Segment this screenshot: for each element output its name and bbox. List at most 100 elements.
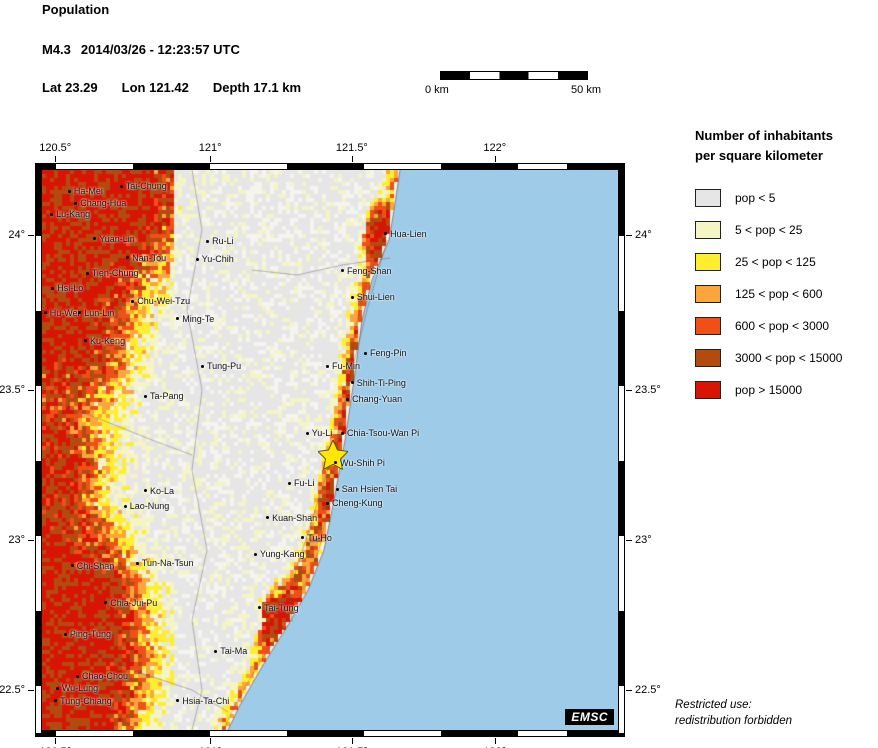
city-label-ming-te: Ming-Te [176, 314, 214, 324]
tick-mark [55, 738, 57, 744]
legend-label: pop < 5 [735, 191, 776, 205]
city-dot [266, 516, 270, 520]
event-datetime: 2014/03/26 - 12:23:57 UTC [80, 42, 240, 57]
city-dot [195, 257, 199, 261]
lat-tick-label: 22.5° [635, 684, 661, 697]
lon-tick-label: 122° [483, 142, 507, 154]
city-dot [104, 601, 108, 605]
city-dot [119, 184, 123, 188]
city-name: Wu-Lung [61, 683, 99, 693]
city-name: Tai-Ma [220, 646, 248, 657]
city-dot [335, 487, 339, 491]
city-dot [51, 286, 55, 290]
legend-item: 125 < pop < 600 [695, 285, 878, 303]
city-name: Tien-Chung [91, 268, 139, 279]
city-dot [131, 299, 135, 303]
city-name: Kuan-Shan [272, 512, 318, 523]
city-name: Ku-Keng [90, 335, 126, 346]
tick-mark [351, 738, 353, 744]
city-dot [55, 686, 59, 690]
event-longitude: Lon 121.42 [121, 80, 189, 95]
city-label-tung-pu: Tung-Pu [200, 361, 241, 371]
city-label-cheng-kung: Cheng-Kung [325, 498, 383, 508]
city-name: Chu-Wei-Tzu [137, 296, 191, 307]
legend-item: 5 < pop < 25 [695, 221, 878, 239]
city-dot [346, 397, 350, 401]
city-name: Tai-Chung [125, 181, 167, 192]
city-label-tu-ho: Tu-Ho [301, 533, 332, 543]
city-label-lun-lin: Lun-Lin [78, 308, 114, 318]
city-dot [200, 364, 204, 368]
city-name: Nan-Tou [132, 252, 167, 263]
map-scale-bar [440, 71, 588, 80]
map-scale-labels: 0 km 50 km [425, 84, 601, 96]
legend-swatch [695, 221, 721, 239]
map-frame-right [618, 163, 625, 737]
city-label-yu-chih: Yu-Chih [195, 254, 234, 264]
city-label-yung-kang: Yung-Kang [253, 549, 305, 560]
population-legend: Number of inhabitants per square kilomet… [695, 126, 878, 399]
city-dot [253, 552, 257, 556]
tick-mark [28, 540, 34, 542]
city-name: Ta-Pang [149, 391, 184, 402]
tick-mark [494, 738, 496, 744]
city-label-san-hsien-tai: San Hsien Tai [335, 484, 398, 495]
legend-label: 3000 < pop < 15000 [735, 351, 843, 365]
city-dot [78, 311, 82, 315]
lon-tick-label: 121.5° [336, 746, 368, 748]
legend-swatch [695, 349, 721, 367]
lon-tick-label: 121.5° [335, 142, 368, 154]
legend-item: pop < 5 [695, 189, 878, 207]
city-name: Tu-Ho [307, 532, 332, 543]
city-name: Chi-Shan [76, 560, 115, 571]
lat-tick-label: 23.5° [635, 384, 661, 397]
city-label-hu-wei: Hu-Wei [43, 308, 80, 318]
city-name: Yung-Kang [259, 549, 305, 560]
city-dot [74, 201, 78, 205]
tick-mark [626, 390, 632, 392]
page-title: Population [42, 2, 110, 17]
city-label-shui-lien: Shui-Lien [350, 292, 395, 302]
city-name: Chao-Chou [81, 671, 128, 682]
city-label-tai-chung: Tai-Chung [119, 181, 167, 192]
city-name: Hsia-Ta-Chi [182, 695, 230, 706]
lon-tick-label: 121° [198, 142, 222, 154]
city-label-feng-pin: Feng-Pin [363, 348, 407, 358]
city-name: Tai-Tung [264, 602, 299, 613]
city-name: Ha-Mei [73, 186, 103, 197]
city-label-lao-nung: Lao-Nung [123, 501, 169, 511]
city-dot [135, 561, 139, 565]
lat-tick-label: 23.5° [0, 384, 25, 397]
legend-label: pop > 15000 [735, 383, 803, 397]
city-name: San Hsien Tai [341, 484, 398, 495]
legend-item: pop > 15000 [695, 381, 878, 399]
city-label-shih-ti-ping: Shih-Ti-Ping [350, 378, 406, 388]
legend-swatch [695, 285, 721, 303]
map-frame-bottom [35, 730, 625, 737]
legend-label: 5 < pop < 25 [735, 223, 803, 237]
city-label-ku-keng: Ku-Keng [84, 336, 125, 346]
city-name: Chang-Hua [80, 198, 127, 209]
map-frame-left [35, 163, 42, 737]
emsc-credit-badge: EMSC [565, 709, 614, 725]
city-dot [67, 189, 71, 193]
lat-tick-label: 23° [8, 534, 25, 547]
city-label-hsia-ta-chi: Hsia-Ta-Chi [176, 696, 229, 706]
legend-item: 3000 < pop < 15000 [695, 349, 878, 367]
city-name: Ru-Li [212, 236, 234, 247]
city-label-fu-li: Fu-Li [287, 478, 314, 488]
city-label-chang-yuan: Chang-Yuan [346, 394, 402, 404]
city-dot [206, 239, 210, 243]
city-dot [143, 394, 147, 398]
city-name: Lu-Kang [56, 209, 91, 220]
tick-mark [28, 690, 34, 692]
lat-tick-label: 24° [635, 228, 652, 241]
legend-items: pop < 5 5 < pop < 25 25 < pop < 125 125 < p… [695, 189, 878, 399]
city-dot [258, 606, 261, 610]
city-dot [176, 699, 180, 703]
tick-mark [55, 156, 57, 162]
city-label-hua-lien: Hua-Lien [384, 229, 427, 239]
city-label-yu-li: Yu-Li [305, 428, 332, 438]
lat-tick-label: 24° [8, 228, 25, 241]
